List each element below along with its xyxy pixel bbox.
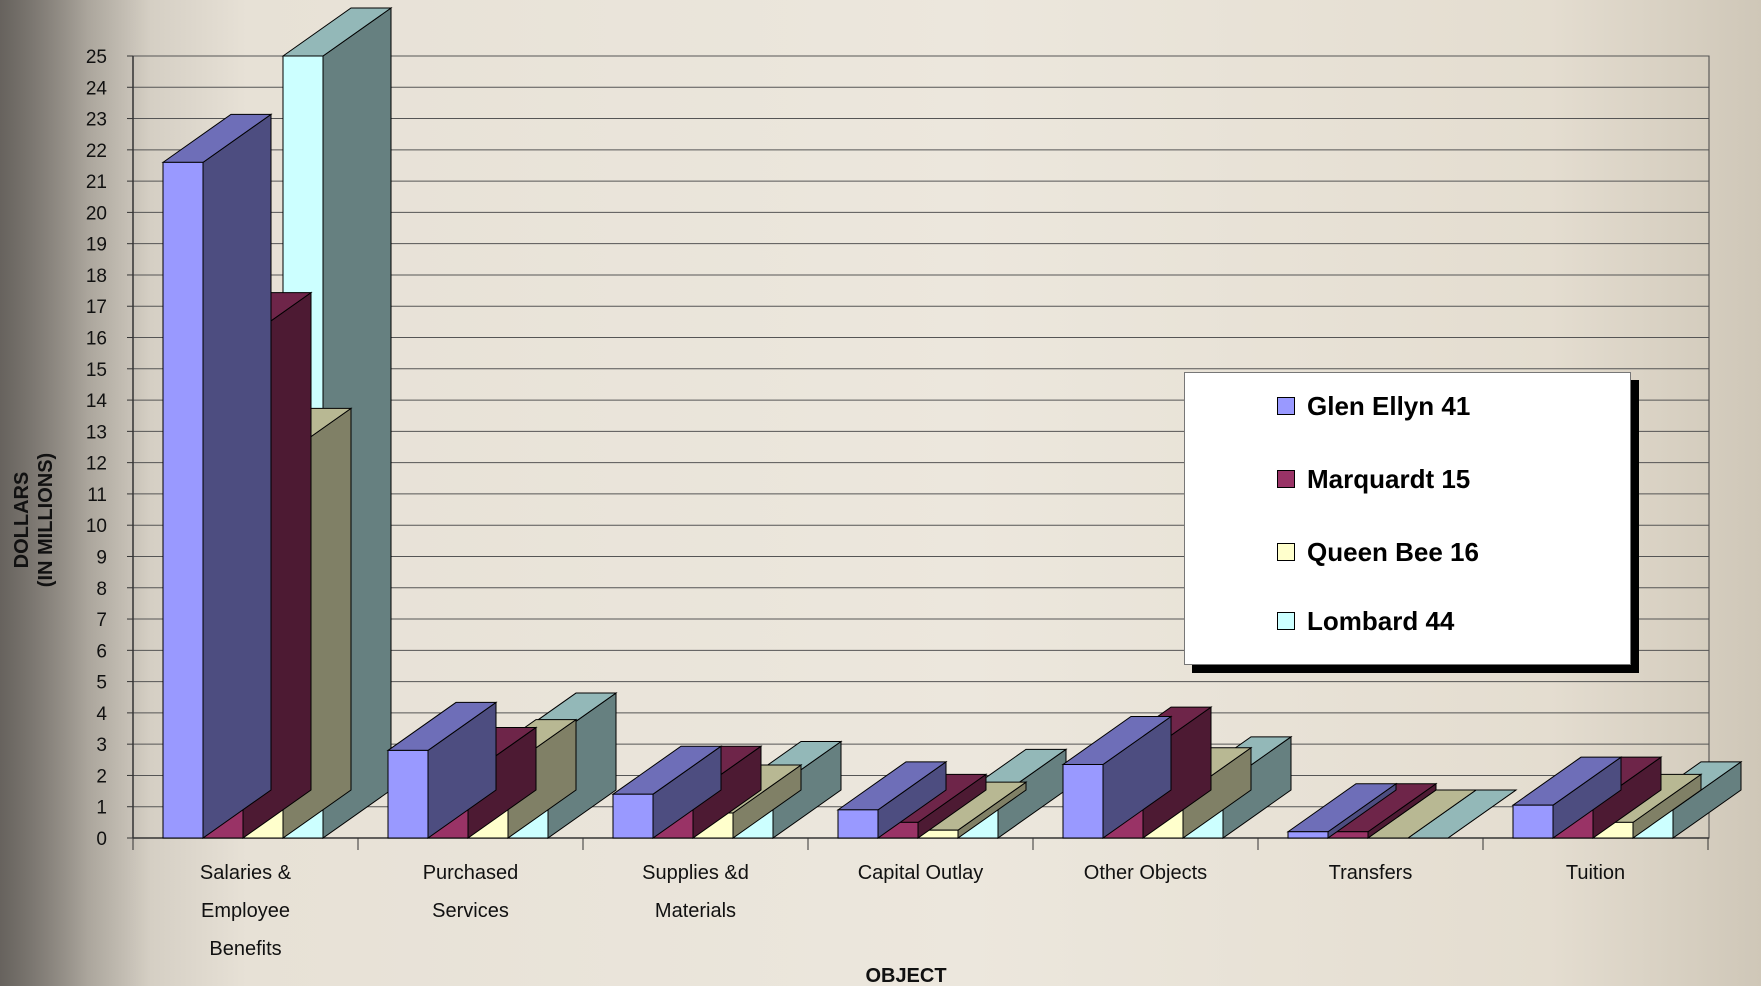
legend-item-lombard: Lombard 44 [1277,606,1454,636]
bar-glen-ellyn-41-4 [1061,715,1173,839]
bar-glen-ellyn-41-0 [161,113,273,839]
bar-glen-ellyn-41-3 [836,760,948,839]
x-category-label: Purchased [423,862,519,884]
y-tick-label: 21 [86,172,107,193]
x-category-label: Benefits [209,938,281,960]
y-tick-label: 22 [86,141,107,162]
legend-item-glen-ellyn: Glen Ellyn 41 [1277,391,1470,421]
y-tick-label: 20 [86,203,107,224]
y-tick-label: 23 [86,110,107,131]
x-category-label: Employee [201,900,290,922]
y-axis-title: (IN MILLIONS) [35,453,57,587]
legend-swatch [1277,470,1295,488]
y-tick-label: 17 [86,297,107,318]
legend-item-queen-bee: Queen Bee 16 [1277,537,1479,567]
y-tick-label: 11 [87,485,107,506]
y-tick-label: 14 [86,391,108,412]
legend-swatch [1277,543,1295,561]
y-tick-label: 18 [86,266,107,287]
x-category-label: Tuition [1566,862,1625,884]
x-category-label: Capital Outlay [858,862,984,884]
label-layer: 0123456789101112131415161718192021222324… [11,47,1625,986]
y-tick-label: 19 [86,235,107,256]
y-tick-label: 13 [86,422,107,443]
legend-label: Glen Ellyn 41 [1307,390,1471,421]
y-tick-label: 9 [96,547,107,568]
y-tick-label: 0 [96,829,107,850]
bar-marquardt-15-5 [1326,782,1438,839]
x-category-label: Services [432,900,509,922]
y-tick-label: 8 [96,579,107,600]
y-tick-label: 5 [96,673,107,694]
legend-swatch [1277,612,1295,630]
y-tick-label: 24 [86,78,108,99]
x-category-label: Materials [655,900,736,922]
legend: Glen Ellyn 41 Marquardt 15 Queen Bee 16 … [1184,372,1631,665]
y-tick-label: 2 [96,766,107,787]
legend-label: Queen Bee 16 [1307,536,1479,567]
legend-label: Marquardt 15 [1307,463,1471,494]
bar-glen-ellyn-41-1 [386,701,498,839]
y-tick-label: 12 [86,454,107,475]
y-tick-label: 25 [86,47,107,68]
bar-glen-ellyn-41-6 [1511,756,1623,839]
bar-glen-ellyn-41-2 [611,745,723,839]
legend-label: Lombard 44 [1307,605,1455,636]
y-tick-label: 7 [96,610,107,631]
x-category-label: Supplies &d [642,862,749,884]
y-tick-label: 6 [96,641,107,662]
y-tick-label: 4 [96,704,107,725]
bar-glen-ellyn-41-5 [1286,782,1398,839]
y-tick-label: 1 [96,798,107,819]
y-tick-label: 15 [86,360,107,381]
legend-item-marquardt: Marquardt 15 [1277,464,1470,494]
x-category-label: Salaries & [200,862,292,884]
y-axis-title: DOLLARS [11,472,33,569]
x-category-label: Other Objects [1084,862,1207,884]
x-category-label: Transfers [1329,862,1413,884]
y-tick-label: 3 [96,735,107,756]
legend-swatch [1277,397,1295,415]
y-tick-label: 10 [86,516,107,537]
x-axis-title: OBJECT [865,965,946,986]
bars-layer [161,7,1743,839]
y-tick-label: 16 [86,329,107,350]
